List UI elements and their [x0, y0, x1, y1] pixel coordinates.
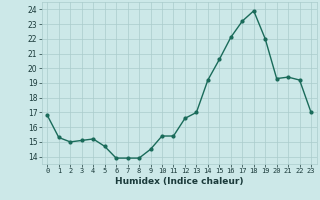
X-axis label: Humidex (Indice chaleur): Humidex (Indice chaleur) — [115, 177, 244, 186]
